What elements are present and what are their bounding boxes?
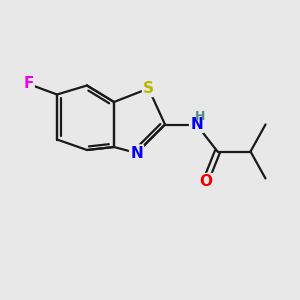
Text: O: O xyxy=(199,174,212,189)
Text: N: N xyxy=(190,117,203,132)
Text: S: S xyxy=(143,81,154,96)
Text: F: F xyxy=(23,76,34,92)
Text: H: H xyxy=(195,110,205,123)
Text: N: N xyxy=(130,146,143,160)
